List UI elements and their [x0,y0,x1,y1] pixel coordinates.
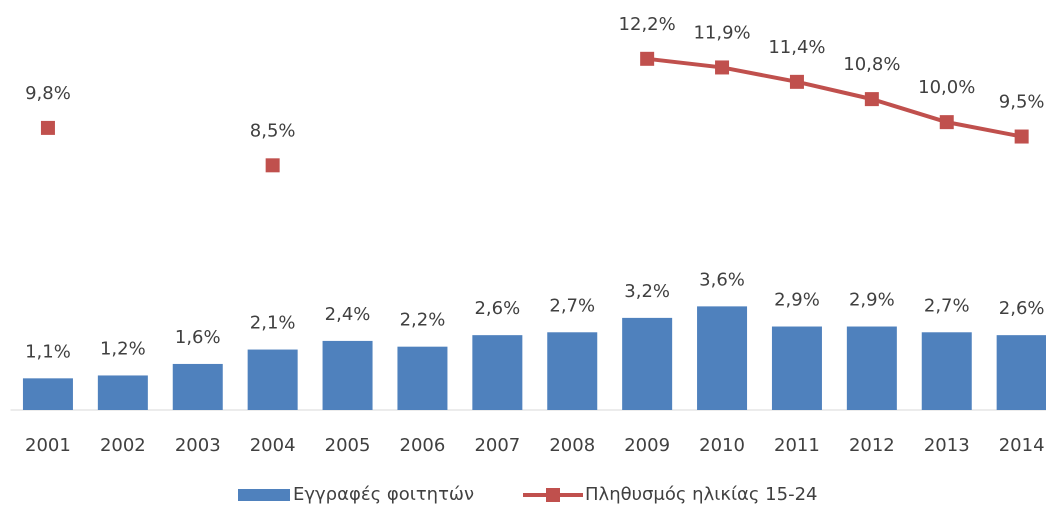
marker [265,158,280,173]
data-label: 2,2% [400,310,446,331]
bar [172,363,223,410]
bar [697,306,748,410]
data-label: 2,7% [924,295,970,316]
marker [864,92,879,107]
x-tick-label: 2002 [100,435,146,456]
legend-swatch [546,488,560,502]
x-tick-label: 2012 [849,435,895,456]
bar [996,335,1046,410]
x-tick-label: 2011 [774,435,820,456]
bar [322,340,373,410]
data-label: 9,5% [999,92,1045,113]
bar [846,326,897,410]
bar [472,335,523,410]
data-label: 11,4% [768,37,825,58]
x-tick-label: 2013 [924,435,970,456]
bar [397,346,448,410]
marker [640,51,655,66]
x-tick-label: 2010 [699,435,745,456]
data-label: 1,2% [100,338,146,359]
data-label: 3,6% [699,269,745,290]
marker [715,60,730,75]
data-label: 1,6% [175,327,221,348]
bar [97,375,148,410]
legend-label: Πληθυσμός ηλικίας 15-24 [585,484,818,505]
x-tick-label: 2005 [325,435,371,456]
x-tick-label: 2006 [400,435,446,456]
bar [622,317,673,410]
bar [921,332,972,410]
marker [939,115,954,130]
line [646,56,1023,139]
x-tick-label: 2009 [624,435,670,456]
marker [40,120,55,135]
x-tick-label: 2004 [250,435,296,456]
marker [1014,129,1029,144]
data-label: 10,0% [918,77,975,98]
data-label: 2,1% [250,313,296,334]
data-label: 9,8% [25,83,71,104]
data-label: 12,2% [619,14,676,35]
bar [547,332,598,410]
bar [22,378,73,410]
bar [771,326,822,410]
data-label: 2,9% [774,290,820,311]
data-label: 8,5% [250,120,296,141]
x-tick-label: 2008 [549,435,595,456]
data-label: 2,6% [999,298,1045,319]
x-tick-label: 2014 [999,435,1045,456]
x-tick-label: 2001 [25,435,71,456]
data-label: 2,6% [474,298,520,319]
bar [247,349,298,410]
marker [789,74,804,89]
data-label: 10,8% [843,54,900,75]
legend-swatch [238,489,290,501]
data-label: 2,9% [849,290,895,311]
data-label: 1,1% [25,341,71,362]
data-label: 3,2% [624,281,670,302]
x-tick-label: 2003 [175,435,221,456]
data-label: 11,9% [693,22,750,43]
data-label: 2,4% [325,304,371,325]
x-tick-label: 2007 [474,435,520,456]
data-label: 2,7% [549,295,595,316]
legend-label: Εγγραφές φοιτητών [293,484,474,505]
